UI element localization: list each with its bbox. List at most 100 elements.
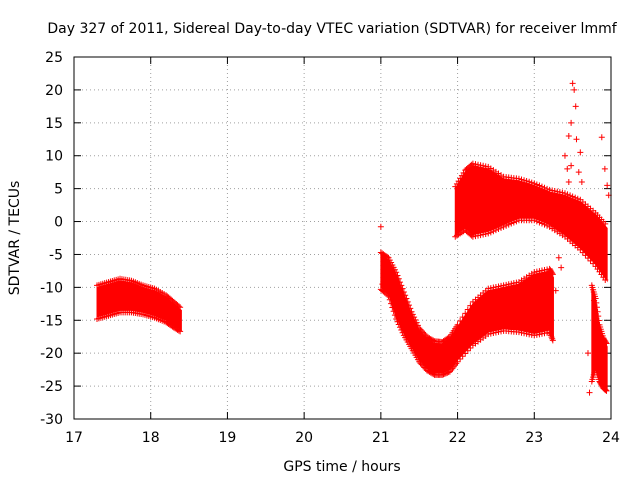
y-tick-label: -20 — [40, 346, 63, 362]
data-point — [457, 318, 464, 325]
ticks: 17 18 19 20 21 22 23 24 -30 -25 -20 -15 -10 -5 0 5 10 15 2… — [40, 50, 620, 446]
data-point — [395, 275, 402, 282]
data-point — [533, 218, 540, 225]
data-point — [485, 331, 492, 338]
y-tick-label: 5 — [54, 182, 63, 198]
data-point — [604, 182, 611, 189]
data-point — [603, 340, 610, 347]
data-point — [413, 319, 420, 326]
data-point — [411, 314, 418, 321]
data-point — [500, 223, 507, 230]
data-point — [495, 226, 502, 233]
data-point — [513, 218, 520, 225]
data-point — [595, 317, 602, 324]
data-point — [564, 191, 571, 198]
data-point — [462, 310, 469, 317]
data-point — [526, 331, 533, 338]
y-tick-label: -30 — [40, 412, 63, 428]
data-point — [403, 295, 410, 302]
y-tick-label: 10 — [45, 149, 63, 165]
data-point — [459, 314, 466, 321]
data-point — [523, 178, 530, 185]
data-point — [549, 337, 556, 344]
data-point — [510, 280, 517, 287]
data-point — [552, 287, 559, 294]
data-point — [175, 303, 182, 310]
data-point — [508, 280, 515, 287]
data-point — [590, 260, 597, 267]
data-point — [586, 389, 593, 396]
y-tick-label: 15 — [45, 116, 63, 132]
data-point — [377, 223, 384, 230]
x-tick-label: 22 — [449, 430, 467, 446]
data-point — [569, 80, 576, 87]
data-point — [531, 217, 538, 224]
data-point — [457, 356, 464, 363]
data-point — [571, 86, 578, 93]
data-point — [467, 345, 474, 352]
data-point — [384, 291, 391, 298]
data-point — [602, 277, 609, 284]
data-point — [384, 253, 391, 260]
data-points — [94, 80, 612, 396]
data-point — [505, 281, 512, 288]
data-point — [414, 322, 421, 329]
series-segment-2b — [452, 160, 609, 284]
data-point — [480, 231, 487, 238]
data-point — [492, 227, 499, 234]
data-point — [490, 228, 497, 235]
data-point — [416, 325, 423, 332]
data-point — [472, 233, 479, 240]
x-tick-label: 19 — [219, 430, 237, 446]
data-point — [565, 132, 572, 139]
data-point — [454, 321, 461, 328]
data-point — [386, 296, 393, 303]
data-point — [464, 306, 471, 313]
data-point — [579, 249, 586, 256]
data-point — [587, 257, 594, 264]
data-point — [498, 328, 505, 335]
data-point — [407, 305, 414, 312]
data-point — [533, 181, 540, 188]
grid — [74, 57, 611, 419]
data-point — [578, 179, 585, 186]
plot-frame — [73, 56, 612, 420]
data-point — [487, 330, 494, 337]
series-segment-1 — [94, 275, 184, 335]
data-point — [518, 329, 525, 336]
data-point — [412, 316, 419, 323]
x-tick-label: 21 — [372, 430, 390, 446]
data-point — [574, 195, 581, 202]
data-point — [572, 194, 579, 201]
data-point — [393, 315, 400, 322]
data-point — [495, 328, 502, 335]
data-point — [595, 313, 602, 320]
chart-title: Day 327 of 2011, Sidereal Day-to-day VTE… — [47, 21, 617, 37]
data-point — [399, 285, 406, 292]
data-point — [485, 285, 492, 292]
data-point — [492, 284, 499, 291]
data-point — [533, 268, 540, 275]
data-point — [538, 330, 545, 337]
data-point — [523, 330, 530, 337]
data-point — [541, 221, 548, 228]
data-point — [531, 332, 538, 339]
data-point — [531, 269, 538, 276]
data-point — [480, 162, 487, 169]
data-point — [388, 300, 395, 307]
data-point — [464, 347, 471, 354]
data-point — [538, 220, 545, 227]
data-point — [421, 364, 428, 371]
data-point — [420, 363, 427, 370]
data-point — [510, 219, 517, 226]
data-point — [490, 330, 497, 337]
data-point — [538, 183, 545, 190]
data-point — [472, 161, 479, 168]
data-point — [400, 288, 407, 295]
data-point — [508, 220, 515, 227]
data-point — [515, 175, 522, 182]
data-point — [395, 321, 402, 328]
data-point — [503, 222, 510, 229]
data-point — [561, 152, 568, 159]
